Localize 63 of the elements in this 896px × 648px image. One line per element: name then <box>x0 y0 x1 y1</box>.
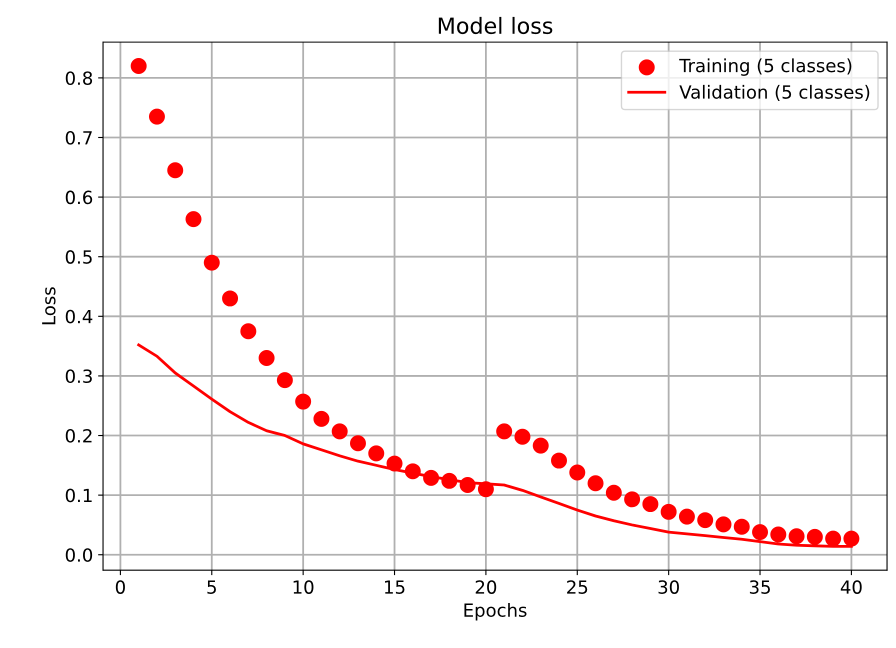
point <box>441 472 458 489</box>
point <box>678 508 695 525</box>
x-tick-label: 5 <box>207 580 216 594</box>
legend-label: Validation (5 classes) <box>679 84 870 101</box>
point <box>532 438 549 454</box>
point <box>770 526 786 542</box>
point <box>642 496 658 512</box>
legend-label: Training (5 classes) <box>679 58 852 76</box>
point <box>588 475 604 492</box>
point <box>716 516 732 532</box>
point <box>569 464 586 480</box>
y-tick-label: 0.8 <box>66 71 92 85</box>
x-tick-label: 40 <box>840 580 862 594</box>
y-tick-label: 0.3 <box>66 369 92 384</box>
x-tick-label: 0 <box>116 580 125 594</box>
y-axis-title: Loss <box>42 287 56 324</box>
y-tick-label: 0.2 <box>66 428 92 443</box>
point <box>404 463 421 480</box>
point <box>551 452 567 469</box>
point <box>460 477 476 493</box>
point <box>514 428 530 445</box>
point <box>332 423 348 440</box>
y-tick-label: 0.6 <box>66 190 92 204</box>
y-tick-label: 0.5 <box>66 250 92 264</box>
point <box>258 350 275 366</box>
point <box>806 528 823 545</box>
point <box>423 470 440 486</box>
point <box>130 58 147 74</box>
point <box>276 372 293 388</box>
point <box>186 211 202 228</box>
y-tick-label: 0.1 <box>66 488 92 502</box>
point <box>752 524 768 540</box>
point <box>660 504 677 520</box>
y-tick-label: 0.7 <box>66 130 92 145</box>
point <box>368 445 384 462</box>
x-tick-label: 20 <box>476 580 496 594</box>
x-tick-label: 15 <box>385 580 404 594</box>
x-tick-label: 25 <box>567 580 588 594</box>
point <box>788 528 805 544</box>
point <box>386 456 403 472</box>
point <box>496 423 512 440</box>
x-tick-label: 30 <box>658 580 679 594</box>
point <box>825 530 842 547</box>
point <box>478 481 494 498</box>
point <box>843 530 860 547</box>
chart-title: Model loss <box>438 16 552 34</box>
y-tick-label: 0.4 <box>66 310 92 324</box>
point <box>624 491 640 508</box>
point <box>313 410 330 427</box>
point <box>148 108 165 125</box>
x-axis-title: Epochs <box>464 602 527 620</box>
x-tick-label: 35 <box>750 580 770 594</box>
point <box>167 162 184 178</box>
point <box>204 254 220 271</box>
x-tick-label: 10 <box>294 580 314 594</box>
point <box>350 435 366 452</box>
y-tick-label: 0.0 <box>66 548 92 562</box>
point <box>295 394 312 410</box>
point <box>222 290 238 306</box>
point <box>734 518 750 535</box>
point <box>606 484 622 501</box>
point <box>240 323 256 340</box>
point <box>697 512 714 528</box>
